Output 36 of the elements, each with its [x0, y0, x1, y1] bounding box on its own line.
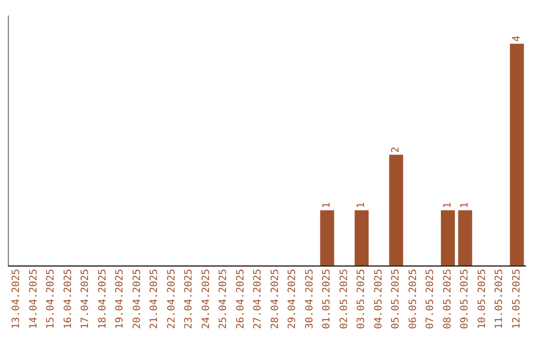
x-tick-label: 13.04.2025: [11, 268, 22, 330]
x-tick-label: 30.04.2025: [304, 268, 316, 330]
x-tick-label: 26.04.2025: [235, 268, 246, 330]
x-tick-label: 28.04.2025: [270, 268, 281, 330]
x-tick-label: 14.04.2025: [28, 268, 40, 330]
x-tick-label: 06.05.2025: [408, 268, 419, 330]
x-tick-label: 24.04.2025: [200, 268, 212, 330]
x-tick-label: 20.04.2025: [132, 268, 143, 330]
x-tick-label: 29.04.2025: [287, 268, 298, 330]
x-tick-label: 04.05.2025: [373, 268, 384, 330]
x-tick-label: 02.05.2025: [338, 268, 350, 330]
x-tick-label: 05.05.2025: [390, 268, 402, 330]
data-label: 2: [390, 146, 402, 153]
data-label: 1: [356, 202, 368, 208]
x-tick-label: 10.05.2025: [476, 268, 488, 330]
x-tick-label: 18.04.2025: [97, 268, 108, 330]
x-tick-label: 21.04.2025: [149, 268, 160, 330]
x-tick-label: 12.05.2025: [511, 268, 522, 330]
x-tick-label: 09.05.2025: [460, 268, 471, 330]
data-label: 1: [460, 202, 471, 208]
x-tick-label: 22.04.2025: [166, 268, 178, 330]
x-tick-label: 27.04.2025: [252, 268, 264, 330]
x-tick-label: 01.05.2025: [322, 268, 333, 330]
x-tick-label: 11.05.2025: [494, 268, 506, 330]
data-label: 1: [442, 202, 454, 208]
x-tick-label: 08.05.2025: [442, 268, 454, 330]
x-tick-label: 15.04.2025: [46, 268, 57, 330]
data-label: 4: [511, 36, 522, 42]
x-tick-label: 19.04.2025: [114, 268, 126, 330]
x-tick-label: 07.05.2025: [425, 268, 436, 330]
x-tick-label: 16.04.2025: [62, 268, 74, 330]
data-label: 1: [322, 202, 333, 208]
x-tick-label: 17.04.2025: [80, 268, 92, 330]
x-tick-label: 25.04.2025: [218, 268, 230, 330]
x-tick-label: 23.04.2025: [184, 268, 195, 330]
x-tick-label: 03.05.2025: [356, 268, 368, 330]
